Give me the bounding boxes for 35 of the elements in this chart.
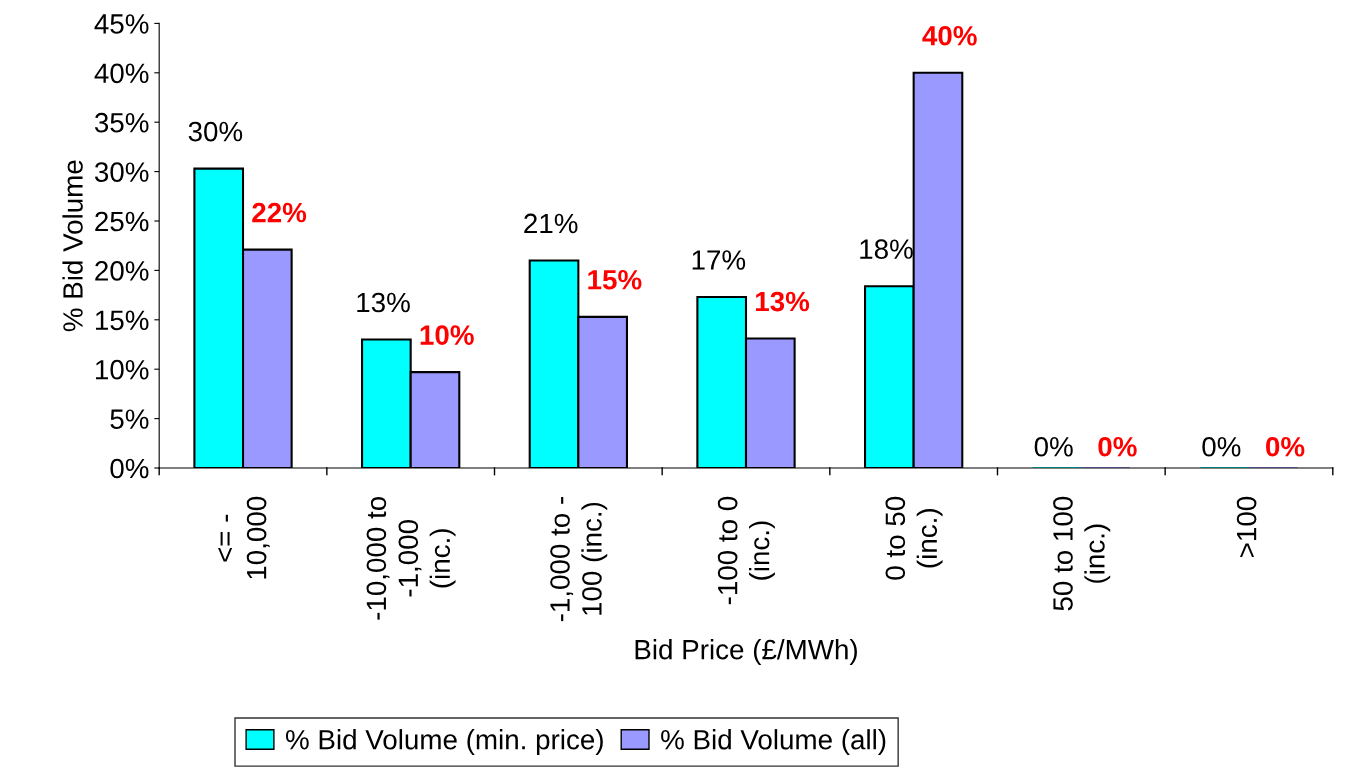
- x-tick-label: -10,000 to -1,000 (inc.): [366, 496, 456, 620]
- data-label: 13%: [756, 291, 810, 312]
- x-axis-title: Bid Price (£/MWh): [635, 639, 857, 665]
- data-label: 40%: [922, 25, 977, 46]
- data-label: 13%: [357, 292, 410, 313]
- data-label: 10%: [420, 325, 474, 345]
- x-tick-label: >100: [1236, 496, 1257, 557]
- data-label: 15%: [588, 270, 642, 290]
- y-tick-label: 20%: [95, 261, 149, 281]
- x-tick-label: -100 to 0 (inc.): [717, 496, 775, 605]
- y-axis-title: % Bid Volume: [62, 160, 83, 332]
- y-tick-label: 15%: [95, 310, 149, 331]
- data-label: 0%: [1034, 436, 1073, 457]
- data-label: 22%: [252, 202, 307, 223]
- data-label: 18%: [860, 239, 913, 259]
- x-tick-label: -1,000 to - 100 (inc.): [550, 497, 608, 622]
- y-tick-label: 35%: [94, 112, 149, 133]
- legend-label: % Bid Volume (min. price): [285, 729, 603, 755]
- x-tick-label: 0 to 50 (inc.): [885, 496, 943, 580]
- y-tick-label: 40%: [94, 63, 149, 84]
- legend-label: % Bid Volume (all): [661, 729, 886, 755]
- y-tick-label: 25%: [95, 211, 149, 232]
- y-tick-label: 0%: [110, 458, 149, 479]
- data-label: 17%: [692, 250, 746, 270]
- y-tick-label: 5%: [110, 409, 149, 429]
- data-label: 30%: [188, 121, 243, 142]
- data-label: 0%: [1202, 436, 1241, 457]
- data-label: 0%: [1266, 436, 1305, 457]
- y-tick-label: 30%: [94, 162, 149, 182]
- x-tick-label: <= - 10,000: [218, 496, 270, 579]
- data-label: 0%: [1098, 436, 1137, 457]
- x-tick-label: 50 to 100 (inc.): [1053, 496, 1111, 611]
- y-tick-label: 10%: [95, 359, 149, 380]
- y-tick-label: 45%: [94, 14, 149, 34]
- data-label: 21%: [524, 213, 578, 234]
